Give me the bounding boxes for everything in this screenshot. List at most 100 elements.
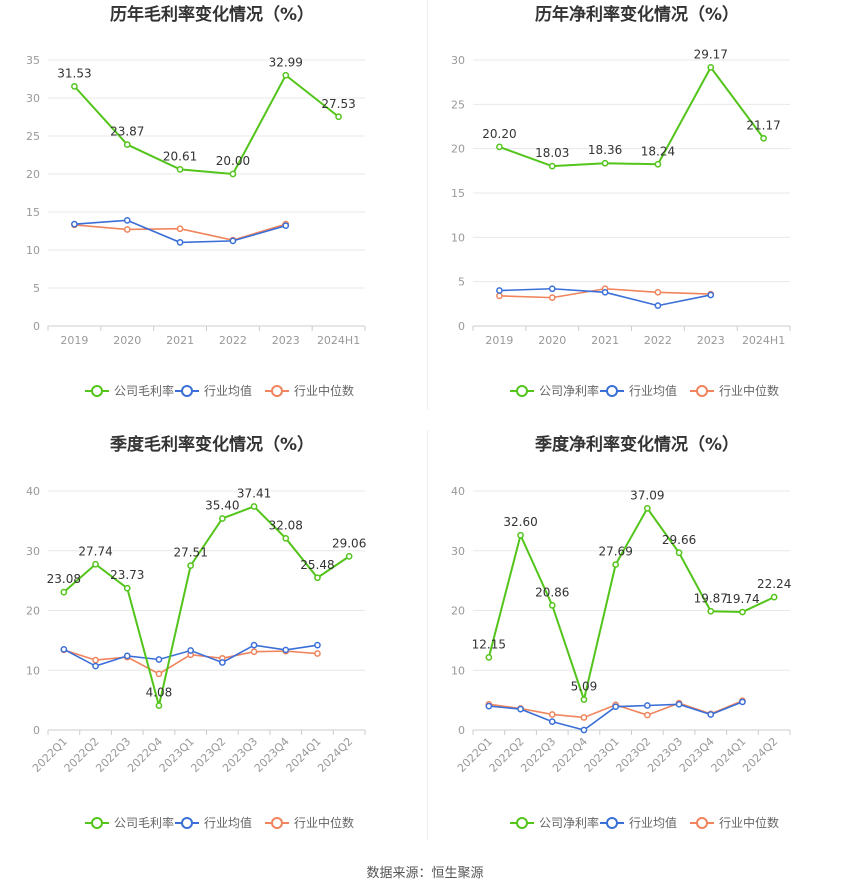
legend-label: 行业中位数 [294,383,354,398]
legend-label: 公司净利率 [539,815,599,830]
y-tick-label: 10 [451,664,465,677]
industry-avg-series-point [517,705,524,713]
industry-avg-series-point [707,711,715,718]
legend-item-industry-avg-series[interactable]: 行业均值 [175,383,252,398]
industry-avg-series-point [654,302,662,309]
industry-median-series-point [92,656,99,664]
company-series-point [644,505,651,512]
data-label: 5.09 [571,680,598,694]
x-tick-label: 2024H1 [742,334,785,347]
chart-panel-annual-gross: 历年毛利率变化情况（%） 0 5 10 15 20 25 30 35 2019 2020 2021 20… [0,0,425,420]
company-series-point [60,588,68,596]
legend-item-industry-median-series[interactable]: 行业中位数 [690,383,779,398]
x-tick-label: 2022 [219,334,247,347]
company-series-point [345,553,353,560]
industry-avg-series-point [548,285,556,293]
x-tick-label: 2024H1 [317,334,360,347]
x-tick-label: 2021 [591,334,619,347]
legend-item-industry-avg-series[interactable]: 行业均值 [600,815,677,830]
company-series-point [548,602,556,609]
company-series-point [654,160,662,168]
chart-title: 季度毛利率变化情况（%） [110,434,314,455]
legend-label: 公司毛利率 [114,383,174,398]
industry-median-series-point [548,711,556,718]
industry-avg-series-point [71,220,78,228]
industry-avg-series-point [675,700,683,708]
company-series-point [707,64,715,71]
company-series-point [707,607,715,615]
industry-avg-series-point [580,726,588,734]
legend-label: 行业中位数 [719,383,779,398]
legend-item-company-series[interactable]: 公司净利率 [510,383,599,398]
x-tick-label: 2021 [166,334,194,347]
company-series-point [517,531,524,539]
industry-avg-series-point [219,659,226,666]
legend-item-company-series[interactable]: 公司毛利率 [85,383,174,398]
y-tick-label: 25 [26,130,40,143]
industry-avg-series-point [496,287,503,294]
data-label: 27.53 [321,97,355,111]
data-label: 29.66 [662,533,696,547]
data-label: 18.36 [588,143,622,157]
company-series-point [282,71,290,79]
x-tick-label: 2020 [113,334,141,347]
x-tick-label: 2023 [272,334,300,347]
y-tick-label: 20 [451,143,465,156]
data-label: 27.69 [598,545,632,559]
x-tick-label: 2019 [60,334,88,347]
industry-avg-series-point [123,652,131,660]
legend-item-industry-avg-series[interactable]: 行业均值 [175,815,252,830]
legend-marker [696,817,708,829]
legend-marker [516,817,528,829]
chart-title: 历年毛利率变化情况（%） [110,4,314,25]
company-series-point [314,574,321,582]
y-tick-label: 0 [458,724,465,737]
company-series-point [675,549,683,557]
industry-avg-series-point [123,217,131,224]
legend-label: 行业均值 [629,383,677,398]
legend-marker [696,385,708,397]
company-series-line [499,65,765,168]
chart-panel-annual-net: 历年净利率变化情况（%） 0 5 10 15 20 25 30 2019 2020 2021 2022… [425,0,850,420]
data-label: 29.17 [694,47,728,61]
legend-marker [91,817,103,829]
legend-item-industry-median-series[interactable]: 行业中位数 [265,815,354,830]
company-series-point [548,162,556,170]
industry-avg-series-point [60,645,68,653]
legend-label: 公司净利率 [539,383,599,398]
legend-item-company-series[interactable]: 公司净利率 [510,815,599,830]
data-label: 18.03 [535,146,569,160]
y-tick-label: 15 [451,187,465,200]
y-tick-label: 5 [458,276,465,289]
industry-median-series-point [155,670,163,678]
data-label: 27.51 [173,546,207,560]
data-source-footer: 数据来源：恒生聚源 [366,866,484,881]
company-series-point [176,166,184,173]
legend-label: 公司毛利率 [114,815,174,830]
legend-item-company-series[interactable]: 公司毛利率 [85,815,174,830]
industry-avg-series-point [485,702,493,710]
industry-median-series-point [548,294,556,301]
legend-item-industry-median-series[interactable]: 行业中位数 [690,815,779,830]
chart-svg: 季度净利率变化情况（%）0102030402022Q12022Q22022Q32… [451,434,791,830]
industry-avg-series-point [250,641,258,649]
data-label: 20.61 [163,149,197,163]
industry-avg-series-point [707,291,715,299]
industry-avg-series-point [229,237,237,245]
legend-item-industry-median-series[interactable]: 行业中位数 [265,383,354,398]
y-tick-label: 20 [451,605,465,618]
industry-avg-series-point [612,703,619,711]
industry-avg-series-point [92,662,99,670]
data-label: 32.60 [503,515,537,529]
company-series-line [487,506,775,704]
company-series-point [123,141,131,148]
legend-marker [181,817,193,829]
industry-median-series-point [580,714,588,721]
data-label: 19.87 [694,591,728,605]
company-series-point [229,170,237,178]
y-tick-label: 40 [26,485,40,498]
legend-item-industry-avg-series[interactable]: 行业均值 [600,383,677,398]
legend-marker [271,817,283,829]
company-series-point [770,593,778,601]
legend-marker [91,385,103,397]
